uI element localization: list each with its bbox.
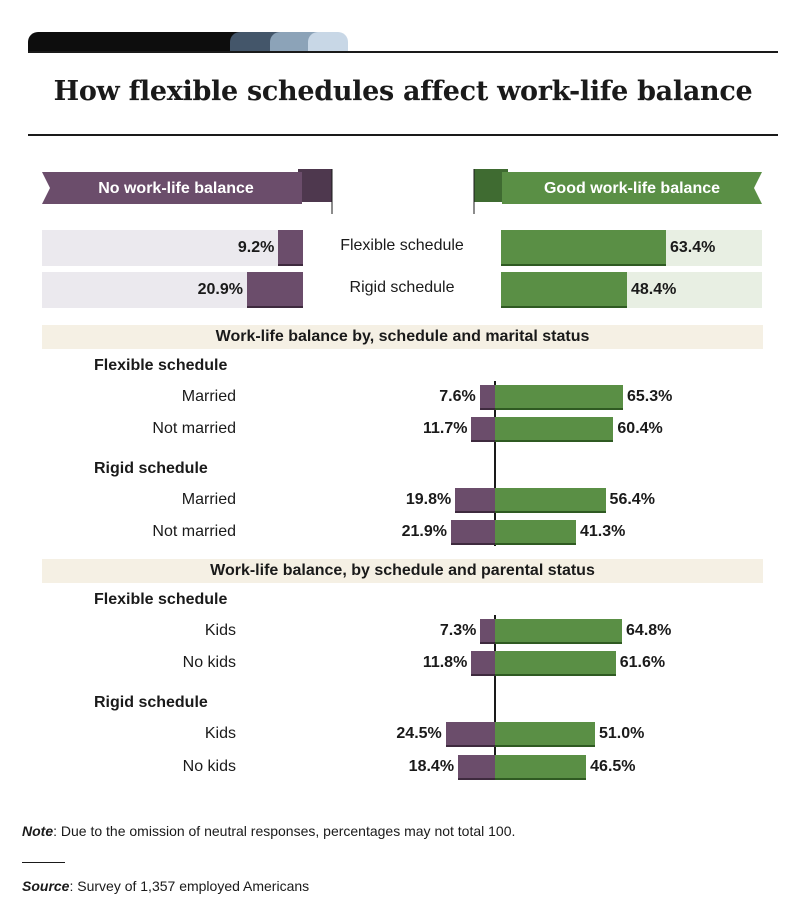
legend-positive-banner: [473, 169, 762, 214]
marital-negative-value: 7.6%: [439, 388, 476, 405]
header-tab-4: [308, 32, 348, 52]
marital-negative-bar: [451, 520, 495, 545]
parental-negative-value: 24.5%: [396, 725, 442, 742]
parental-negative-bar: [471, 651, 495, 676]
marital-negative-value: 21.9%: [401, 523, 447, 540]
summary-negative-bar: [247, 272, 303, 308]
marital-row-label: Not married: [152, 420, 236, 437]
footnote-rule: [22, 862, 65, 863]
parental-negative-bar: [445, 722, 495, 747]
parental-positive-bar: [495, 755, 587, 780]
parental-positive-value: 46.5%: [590, 758, 636, 775]
summary-category-label: Flexible schedule: [340, 237, 464, 254]
marital-group-title: Flexible schedule: [94, 357, 228, 374]
parental-negative-value: 11.8%: [422, 654, 468, 671]
marital-section-header: Work-life balance by, schedule and marit…: [42, 325, 763, 349]
marital-group-title: Rigid schedule: [94, 460, 208, 477]
marital-negative-value: 11.7%: [423, 420, 468, 437]
note: Note: Due to the omission of neutral res…: [22, 822, 515, 840]
parental-positive-value: 51.0%: [598, 725, 645, 742]
marital-positive-value: 41.3%: [579, 523, 626, 540]
parental-positive-value: 64.8%: [626, 622, 672, 639]
source: Source: Survey of 1,357 employed America…: [22, 877, 309, 895]
parental-section-header: Work-life balance, by schedule and paren…: [42, 559, 763, 583]
parental-row-label: No kids: [182, 654, 236, 671]
summary-positive-value: 63.4%: [670, 239, 716, 256]
marital-negative-bar: [471, 417, 495, 442]
parental-negative-value: 18.4%: [408, 758, 455, 775]
header-tab-1: [28, 32, 258, 52]
marital-positive-bar: [495, 488, 606, 513]
parental-group-title: Rigid schedule: [94, 694, 208, 711]
summary-positive-value: 48.4%: [630, 281, 677, 298]
marital-negative-bar: [455, 488, 495, 513]
summary-negative-background: [42, 230, 303, 266]
legend-negative-banner: [42, 169, 333, 214]
marital-positive-bar: [495, 520, 576, 545]
parental-row-label: Kids: [204, 622, 236, 639]
legend-positive-label: Good work-life balance: [543, 180, 721, 197]
marital-row-label: Married: [181, 388, 236, 405]
marital-positive-bar: [495, 385, 623, 410]
summary-positive-bar: [501, 230, 666, 266]
marital-negative-bar: [479, 385, 495, 410]
source-text: : Survey of 1,357 employed Americans: [69, 878, 310, 894]
chart-title: How flexible schedules affect work-life …: [53, 76, 753, 107]
marital-axis: [494, 381, 496, 546]
top-rule: [28, 51, 778, 53]
summary-negative-value: 20.9%: [197, 281, 243, 298]
parental-positive-bar: [495, 619, 623, 644]
parental-group-title: Flexible schedule: [94, 591, 228, 608]
legend-negative-label: No work-life balance: [98, 180, 254, 197]
marital-positive-bar: [495, 417, 614, 442]
parental-negative-bar: [458, 755, 495, 780]
parental-row-label: Kids: [204, 725, 236, 742]
header-tabs: [28, 32, 358, 52]
parental-negative-value: 7.3%: [439, 622, 477, 639]
parental-positive-value: 61.6%: [619, 654, 666, 671]
marital-row-label: Married: [181, 491, 236, 508]
parental-row-label: No kids: [182, 758, 236, 775]
marital-positive-value: 65.3%: [627, 388, 673, 405]
marital-negative-value: 19.8%: [405, 491, 452, 508]
summary-category-label: Rigid schedule: [349, 279, 455, 296]
summary-negative-bar: [278, 230, 303, 266]
parental-positive-bar: [495, 722, 595, 747]
parental-positive-bar: [495, 651, 616, 676]
marital-row-label: Not married: [152, 523, 236, 540]
source-label: Source: [22, 878, 70, 894]
title-rule: [28, 134, 778, 136]
note-text: : Due to the omission of neutral respons…: [53, 823, 516, 839]
marital-positive-value: 60.4%: [617, 420, 663, 437]
marital-positive-value: 56.4%: [609, 491, 655, 508]
parental-axis: [494, 615, 496, 780]
summary-positive-bar: [501, 272, 627, 308]
note-label: Note: [22, 823, 54, 839]
summary-negative-value: 9.2%: [237, 239, 275, 256]
parental-negative-bar: [480, 619, 495, 644]
